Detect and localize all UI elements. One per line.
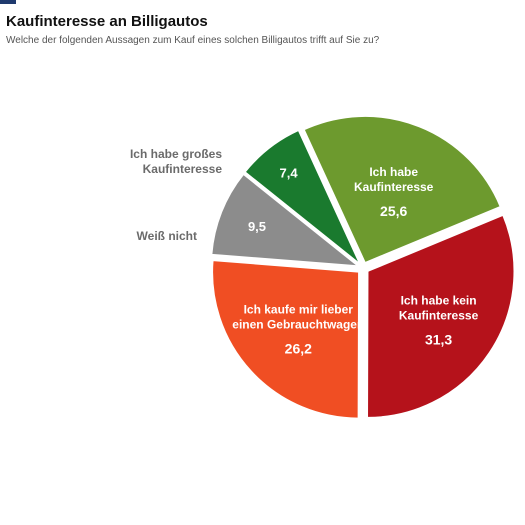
pie-slice-5: [303, 115, 501, 264]
slice-value-3: 9,5: [248, 219, 266, 234]
slice-label-4: Ich habe großes Kaufinteresse: [130, 147, 222, 176]
pie-slice-2: [212, 260, 360, 419]
chart-title: Kaufinteresse an Billigautos: [6, 13, 208, 30]
slice-value-2: 26,2: [285, 341, 312, 357]
slice-label-5: Ich habe Kaufinteresse: [354, 165, 434, 194]
slice-value-1: 31,3: [425, 332, 452, 348]
slice-value-5: 25,6: [380, 203, 407, 219]
chart-subtitle: Welche der folgenden Aussagen zum Kauf e…: [6, 35, 380, 46]
pie-slice-4: [244, 129, 360, 264]
slice-label-2: Ich kaufe mir lieber einen Gebrauchtwagen: [232, 303, 364, 332]
pie-slice-3: [211, 173, 360, 267]
slice-label-3: Weiß nicht: [137, 229, 197, 243]
header-accent-bar: [0, 0, 16, 4]
slice-label-1: Ich habe kein Kaufinteresse: [399, 294, 479, 323]
pie-slice-1: [367, 214, 515, 418]
slice-value-4: 7,4: [279, 166, 298, 181]
